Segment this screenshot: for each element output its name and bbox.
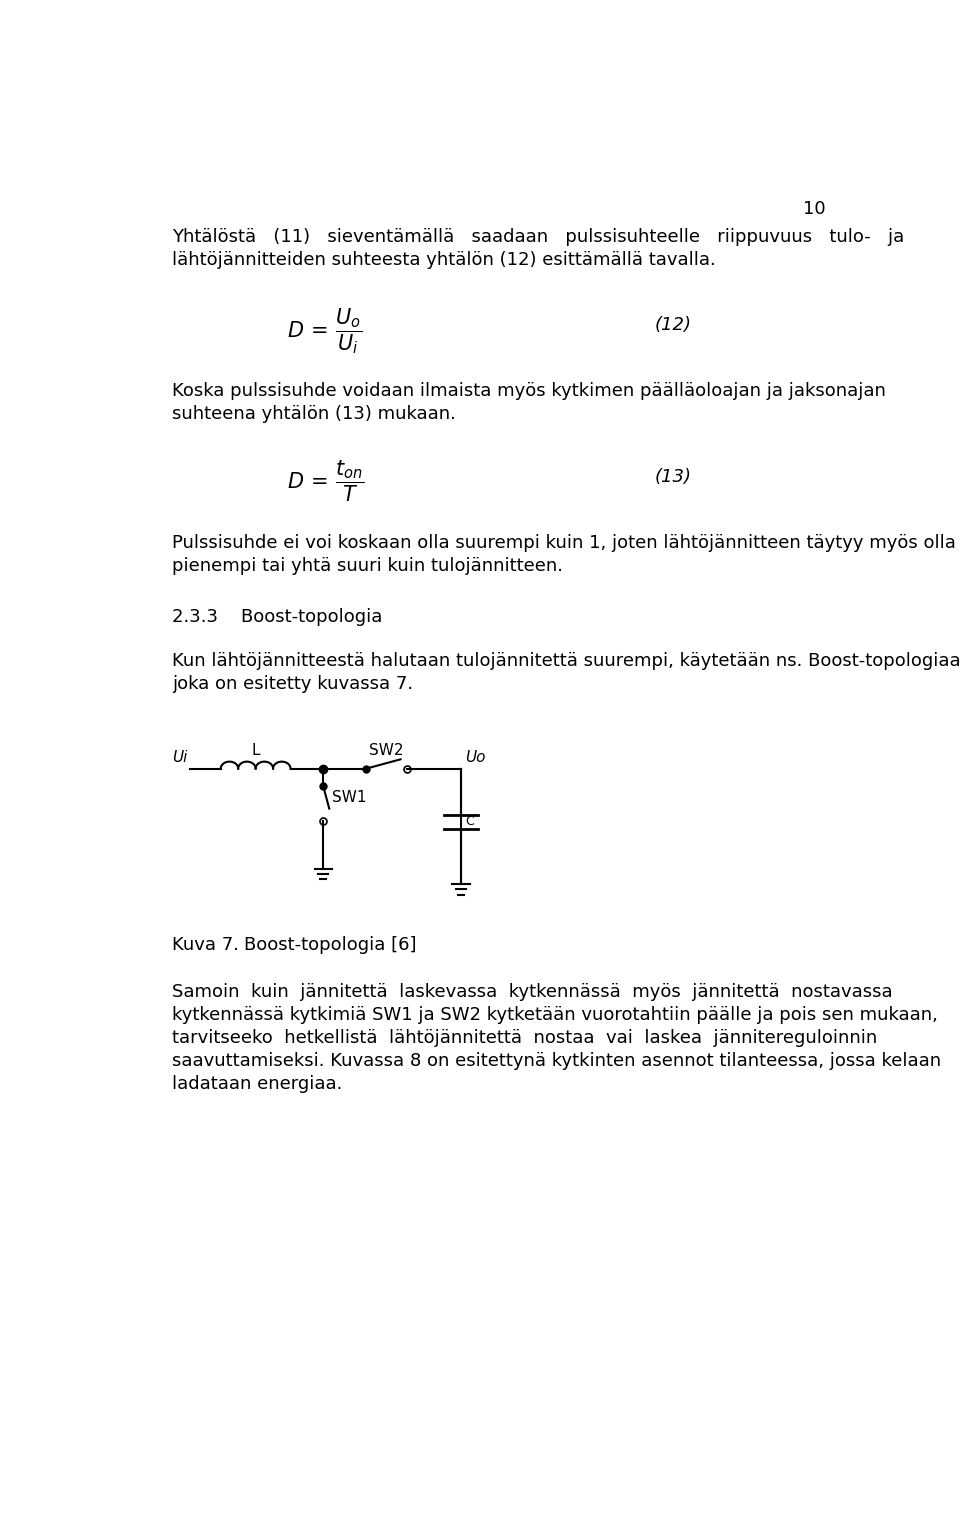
Text: C: C bbox=[466, 816, 474, 828]
Text: Uo: Uo bbox=[465, 750, 486, 766]
Text: lähtöjännitteiden suhteesta yhtälön (12) esittämällä tavalla.: lähtöjännitteiden suhteesta yhtälön (12)… bbox=[172, 251, 715, 269]
Text: Ui: Ui bbox=[172, 750, 187, 766]
Text: suhteena yhtälön (13) mukaan.: suhteena yhtälön (13) mukaan. bbox=[172, 405, 456, 423]
Text: saavuttamiseksi. Kuvassa 8 on esitettynä kytkinten asennot tilanteessa, jossa ke: saavuttamiseksi. Kuvassa 8 on esitettynä… bbox=[172, 1051, 941, 1070]
Text: kytkennässä kytkimiä SW1 ja SW2 kytketään vuorotahtiin päälle ja pois sen mukaan: kytkennässä kytkimiä SW1 ja SW2 kytketää… bbox=[172, 1005, 938, 1024]
Text: Yhtälöstä   (11)   sieventämällä   saadaan   pulssisuhteelle   riippuvuus   tulo: Yhtälöstä (11) sieventämällä saadaan pul… bbox=[172, 228, 904, 246]
Text: $D\,=\,\dfrac{t_{on}}{T}$: $D\,=\,\dfrac{t_{on}}{T}$ bbox=[287, 458, 364, 504]
Text: L: L bbox=[252, 743, 260, 758]
Text: $D\,=\,\dfrac{U_o}{U_i}$: $D\,=\,\dfrac{U_o}{U_i}$ bbox=[287, 307, 362, 356]
Text: Kuva 7.: Kuva 7. bbox=[172, 937, 239, 955]
Text: tarvitseeko  hetkellistä  lähtöjännitettä  nostaa  vai  laskea  jännitereguloinn: tarvitseeko hetkellistä lähtöjännitettä … bbox=[172, 1028, 877, 1047]
Text: SW1: SW1 bbox=[332, 790, 367, 805]
Text: Koska pulssisuhde voidaan ilmaista myös kytkimen päälläoloajan ja jaksonajan: Koska pulssisuhde voidaan ilmaista myös … bbox=[172, 382, 886, 400]
Text: Samoin  kuin  jännitettä  laskevassa  kytkennässä  myös  jännitettä  nostavassa: Samoin kuin jännitettä laskevassa kytken… bbox=[172, 983, 893, 1001]
Text: Pulssisuhde ei voi koskaan olla suurempi kuin 1, joten lähtöjännitteen täytyy my: Pulssisuhde ei voi koskaan olla suurempi… bbox=[172, 533, 956, 552]
Text: Boost-topologia [6]: Boost-topologia [6] bbox=[244, 937, 417, 955]
Text: SW2: SW2 bbox=[370, 743, 404, 758]
Text: (13): (13) bbox=[655, 468, 692, 486]
Text: (12): (12) bbox=[655, 316, 692, 333]
Text: ladataan energiaa.: ladataan energiaa. bbox=[172, 1076, 343, 1093]
Text: Kun lähtöjännitteestä halutaan tulojännitettä suurempi, käytetään ns. Boost-topo: Kun lähtöjännitteestä halutaan tulojänni… bbox=[172, 651, 960, 669]
Text: pienempi tai yhtä suuri kuin tulojännitteen.: pienempi tai yhtä suuri kuin tulojännitt… bbox=[172, 556, 563, 575]
Text: 10: 10 bbox=[803, 200, 826, 219]
Text: 2.3.3    Boost-topologia: 2.3.3 Boost-topologia bbox=[172, 608, 382, 626]
Text: joka on esitetty kuvassa 7.: joka on esitetty kuvassa 7. bbox=[172, 675, 413, 692]
